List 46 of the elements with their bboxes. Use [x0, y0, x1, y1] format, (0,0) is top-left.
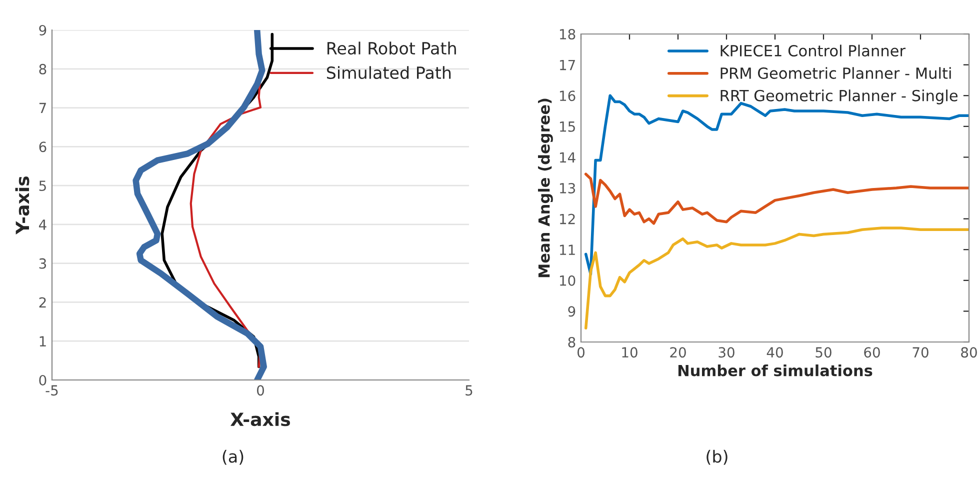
legend-label: KPIECE1 Control Planner — [720, 44, 906, 57]
x-axis-title: X-axis — [230, 412, 290, 426]
y-tick-label: 13 — [560, 182, 576, 194]
y-tick-label: 0 — [39, 374, 46, 386]
y-axis-title: Mean Angle (degree) — [538, 98, 553, 278]
y-tick-label: 14 — [560, 152, 576, 162]
y-tick-label: 10 — [560, 275, 576, 286]
x-tick-label: 40 — [766, 347, 783, 358]
y-tick-label: 7 — [39, 102, 46, 114]
x-tick-label: 0 — [577, 347, 584, 358]
y-tick-label: 5 — [39, 180, 46, 192]
text: (b) — [706, 450, 728, 465]
x-tick-label: -5 — [46, 385, 58, 396]
x-tick-label: 60 — [864, 347, 880, 358]
line-series — [584, 226, 969, 330]
x-tick-label: 50 — [816, 347, 832, 358]
x-tick-label: 20 — [670, 347, 686, 358]
y-tick-label: 9 — [568, 306, 576, 317]
legend-label: PRM Geometric Planner - Multi — [720, 67, 951, 79]
y-tick-label: 8 — [568, 336, 576, 348]
legend-label: Simulated Path — [326, 66, 451, 80]
x-tick-label: 5 — [466, 385, 472, 396]
y-tick-label: 11 — [560, 244, 575, 255]
y-tick-label: 2 — [39, 297, 46, 308]
legend-label: Real Robot Path — [327, 42, 456, 55]
x-tick-label: 30 — [718, 347, 734, 358]
y-tick-label: 17 — [560, 60, 575, 70]
y-tick-label: 15 — [560, 122, 575, 132]
text: (a) — [222, 450, 244, 465]
legend-label: RRT Geometric Planner - Single — [720, 90, 958, 104]
y-tick-label: 6 — [39, 142, 46, 152]
y-tick-label: 4 — [38, 220, 46, 230]
x-axis-title: Number of simulations — [678, 364, 872, 376]
x-tick-label: 70 — [912, 347, 928, 358]
line-series — [584, 172, 969, 225]
y-tick-label: 3 — [39, 258, 46, 269]
y-axis-title: Y-axis — [15, 176, 30, 235]
y-tick-label: 1 — [40, 336, 46, 346]
y-tick-label: 12 — [560, 214, 575, 224]
y-tick-label: 16 — [560, 90, 576, 102]
y-tick-label: 18 — [560, 28, 576, 40]
y-tick-label: 8 — [39, 64, 46, 74]
x-tick-label: 10 — [622, 347, 638, 358]
x-tick-label: 80 — [961, 347, 977, 358]
y-tick-label: 9 — [39, 24, 46, 36]
x-tick-label: 0 — [256, 385, 264, 396]
